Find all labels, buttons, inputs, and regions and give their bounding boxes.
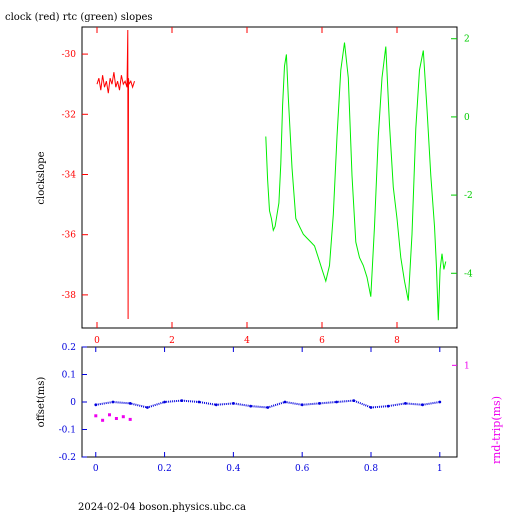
top-left-y-ticks: -30 -32 -34 -36 -38 [62, 50, 88, 301]
bottom-left-y-tick-label: -0.1 [59, 426, 76, 436]
bottom-left-y-tick-label: 0 [70, 398, 76, 408]
rnd-trip-point [114, 417, 118, 420]
offset-point [386, 404, 390, 408]
bottom-right-y-tick-label: 1 [464, 361, 470, 371]
offset-point [249, 404, 253, 408]
top-right-y-tick-label: -4 [464, 269, 473, 279]
bottom-series [94, 399, 442, 422]
bottom-left-y-tick-label: 0.2 [62, 343, 76, 353]
bottom-right-y-axis-label: rnd-trip(ms) [490, 396, 503, 464]
bottom-left-y-tick-label: 0.1 [62, 371, 76, 381]
bottom-x-tick-label: 1 [437, 464, 443, 474]
top-left-y-tick-label: -34 [62, 170, 77, 180]
clock-slope-series-line [96, 29, 135, 320]
rnd-trip-point [101, 418, 105, 422]
rnd-trip-point [94, 414, 98, 418]
offset-point [146, 406, 149, 409]
offset-point [163, 400, 167, 404]
bottom-right-y-ticks: 1 [452, 361, 470, 371]
top-right-y-tick-label: -2 [464, 191, 473, 201]
top-panel: clockslope 0 2 4 6 8 -30 -32 -34 -36 -38 2 0 -2 -4 [36, 26, 473, 346]
offset-point [111, 400, 115, 404]
offset-point [438, 400, 442, 404]
top-left-y-tick-label: -38 [62, 291, 77, 301]
top-x-tick-label: 2 [169, 336, 175, 346]
rtc-slope-series-line [265, 42, 447, 321]
bottom-left-y-tick-label: -0.2 [59, 453, 76, 463]
footer-caption: 2024-02-04 boson.physics.ubc.ca [78, 502, 246, 512]
offset-point [421, 403, 424, 407]
top-plot-frame [81, 26, 458, 329]
bottom-x-tick-label: 0.4 [226, 464, 241, 474]
top-right-y-tick-label: 0 [464, 113, 470, 123]
top-left-y-tick-label: -36 [62, 231, 77, 241]
top-y-axis-label: clockslope [36, 151, 47, 204]
top-x-tick-label: 8 [394, 336, 400, 346]
offset-point [94, 403, 98, 407]
top-left-y-tick-label: -30 [62, 50, 77, 60]
rnd-trip-point [121, 415, 125, 419]
bottom-panel: offset(ms) rnd-trip(ms) 0 0.2 0.4 0.6 0.8 1 0… [36, 343, 503, 474]
top-x-ticks: 0 2 4 6 8 [94, 27, 400, 346]
top-x-tick-label: 0 [94, 336, 100, 346]
offset-point [266, 406, 270, 409]
rnd-trip-point [108, 413, 111, 417]
rnd-trip-point [128, 417, 132, 421]
bottom-x-tick-label: 0.6 [295, 464, 310, 474]
bottom-y-axis-label: offset(ms) [36, 377, 47, 428]
offset-point [335, 400, 338, 404]
offset-point [352, 399, 356, 402]
offset-point [214, 403, 218, 407]
offset-point [180, 399, 184, 402]
offset-point [300, 403, 304, 407]
offset-point [283, 400, 287, 404]
bottom-left-y-ticks: 0.2 0.1 0 -0.1 -0.2 [59, 343, 87, 463]
top-series [96, 29, 447, 321]
offset-point [232, 402, 235, 405]
bottom-x-tick-label: 0.2 [157, 464, 171, 474]
offset-point [404, 402, 407, 405]
offset-point [197, 400, 201, 404]
offset-point [369, 406, 373, 409]
offset-point [128, 402, 132, 405]
bottom-x-ticks: 0 0.2 0.4 0.6 0.8 1 [93, 347, 443, 474]
top-x-tick-label: 4 [244, 336, 250, 346]
top-x-tick-label: 6 [319, 336, 325, 346]
offset-point [318, 402, 321, 405]
top-left-y-tick-label: -32 [62, 110, 77, 120]
chart-title: clock (red) rtc (green) slopes [5, 12, 153, 23]
bottom-x-tick-label: 0 [93, 464, 99, 474]
top-right-y-ticks: 2 0 -2 -4 [451, 35, 473, 279]
bottom-x-tick-label: 0.8 [364, 464, 379, 474]
top-right-y-tick-label: 2 [464, 35, 470, 45]
